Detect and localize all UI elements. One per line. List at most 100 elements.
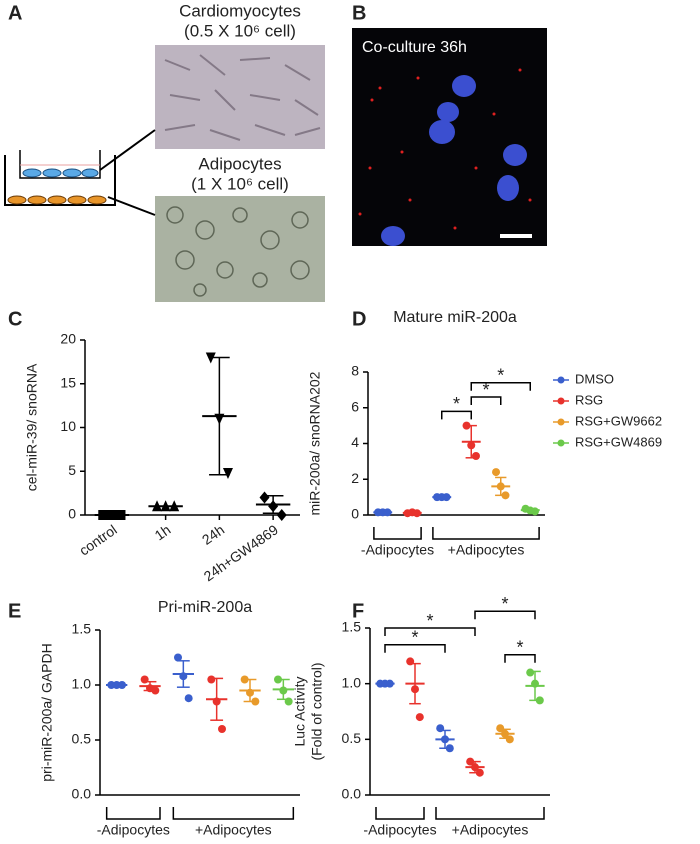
- group-label: +Adipocytes: [195, 822, 272, 838]
- significance-label: *: [453, 394, 460, 414]
- point: [445, 744, 454, 753]
- group-bracket: [172, 807, 295, 820]
- group-label: -Adipocytes: [361, 542, 434, 558]
- point: [184, 694, 193, 703]
- point: [274, 675, 282, 684]
- point: [475, 768, 484, 777]
- significance-bracket: [384, 643, 446, 653]
- point: [268, 500, 279, 513]
- legend-marker: [557, 439, 565, 447]
- insert: [19, 150, 101, 179]
- point: [174, 653, 182, 662]
- point: [140, 675, 149, 684]
- panel-letter: D: [352, 308, 366, 330]
- group-label: -Adipocytes: [97, 822, 170, 838]
- chart-title: Mature miR-200a: [393, 309, 517, 326]
- panel-letter: B: [352, 2, 366, 24]
- cardiomyocytes-title: Cardiomyocytes: [179, 1, 301, 20]
- scale-bar: [500, 234, 532, 238]
- panel-letter: E: [8, 600, 21, 622]
- y-tick-label: 5: [68, 462, 76, 478]
- point: [496, 724, 505, 733]
- point: [501, 491, 510, 500]
- point: [284, 697, 293, 706]
- point: [276, 509, 287, 521]
- point: [212, 697, 221, 706]
- significance-bracket: [474, 610, 536, 620]
- significance-bracket: [384, 627, 476, 636]
- x-tick-label: control: [76, 521, 120, 558]
- significance-label: *: [482, 380, 489, 400]
- point: [462, 421, 471, 430]
- point: [496, 482, 505, 491]
- legend-label: DMSO: [575, 371, 614, 386]
- point: [218, 725, 226, 733]
- panel-b: Co-culture 36h: [352, 28, 547, 246]
- point: [179, 672, 188, 681]
- point: [501, 729, 509, 738]
- chart-title: Pri-miR-200a: [158, 599, 252, 616]
- point: [222, 468, 233, 479]
- legend-label: RSG: [575, 392, 603, 407]
- cell-texture: [166, 206, 310, 297]
- micrograph-label: Co-culture 36h: [362, 39, 467, 56]
- group-bracket: [373, 527, 422, 540]
- point: [251, 697, 260, 706]
- y-axis-label: cel-miR-39/ snoRNA: [24, 363, 40, 491]
- cardiomyocyte-cells: [22, 168, 99, 178]
- adipocyte-cells: [7, 195, 107, 205]
- point: [207, 675, 216, 684]
- adipocytes-count: (1 X 10⁶ cell): [191, 174, 289, 193]
- legend-marker: [557, 376, 565, 384]
- significance-label: *: [411, 627, 418, 647]
- significance-bracket: [470, 381, 531, 391]
- y-tick-label: 15: [60, 374, 76, 390]
- y-tick-label: 2: [351, 470, 359, 486]
- group-bracket: [432, 527, 540, 540]
- significance-label: *: [426, 611, 433, 631]
- group-bracket: [375, 807, 425, 820]
- point: [169, 500, 180, 512]
- group-label: +Adipocytes: [452, 822, 529, 838]
- y-tick-label: 0: [68, 506, 76, 522]
- point: [531, 679, 539, 688]
- legend-marker: [557, 397, 565, 405]
- group-label: +Adipocytes: [448, 542, 525, 558]
- point: [436, 724, 445, 733]
- legend-marker: [557, 418, 565, 426]
- point: [467, 441, 476, 450]
- y-tick-label: 8: [351, 363, 359, 379]
- point: [466, 757, 475, 766]
- adipocytes-title: Adipocytes: [198, 154, 281, 173]
- y-tick-label: 10: [60, 418, 76, 434]
- y-tick-label: 0.0: [342, 786, 362, 802]
- y-axis-label: Luc Activity: [292, 676, 308, 746]
- point: [151, 686, 160, 695]
- group-label: -Adipocytes: [363, 822, 436, 838]
- red-puncta: [358, 68, 532, 230]
- y-tick-label: 0.5: [342, 730, 362, 746]
- point: [115, 510, 126, 520]
- significance-bracket: [470, 396, 502, 406]
- y-tick-label: 1.0: [72, 676, 92, 692]
- significance-label: *: [516, 637, 523, 657]
- point: [530, 507, 539, 516]
- significance-label: *: [501, 594, 508, 614]
- point: [383, 508, 392, 517]
- group-bracket: [435, 807, 545, 820]
- y-tick-label: 6: [351, 398, 359, 414]
- point: [246, 688, 254, 697]
- y-axis-label: pri-miR-200a/ GAPDH: [39, 643, 55, 781]
- y-axis-label: miR-200a/ snoRNA202: [307, 371, 323, 515]
- point: [385, 679, 394, 688]
- well: [4, 155, 116, 206]
- cardiomyocytes-count: (0.5 X 10⁶ cell): [184, 21, 296, 40]
- significance-bracket: [504, 653, 536, 663]
- y-tick-label: 1.5: [342, 619, 362, 635]
- point: [535, 696, 544, 705]
- y-tick-label: 0.5: [72, 731, 92, 747]
- panel-letter: C: [8, 308, 22, 330]
- significance-bracket: [441, 410, 472, 420]
- point: [259, 491, 270, 504]
- point: [106, 510, 117, 520]
